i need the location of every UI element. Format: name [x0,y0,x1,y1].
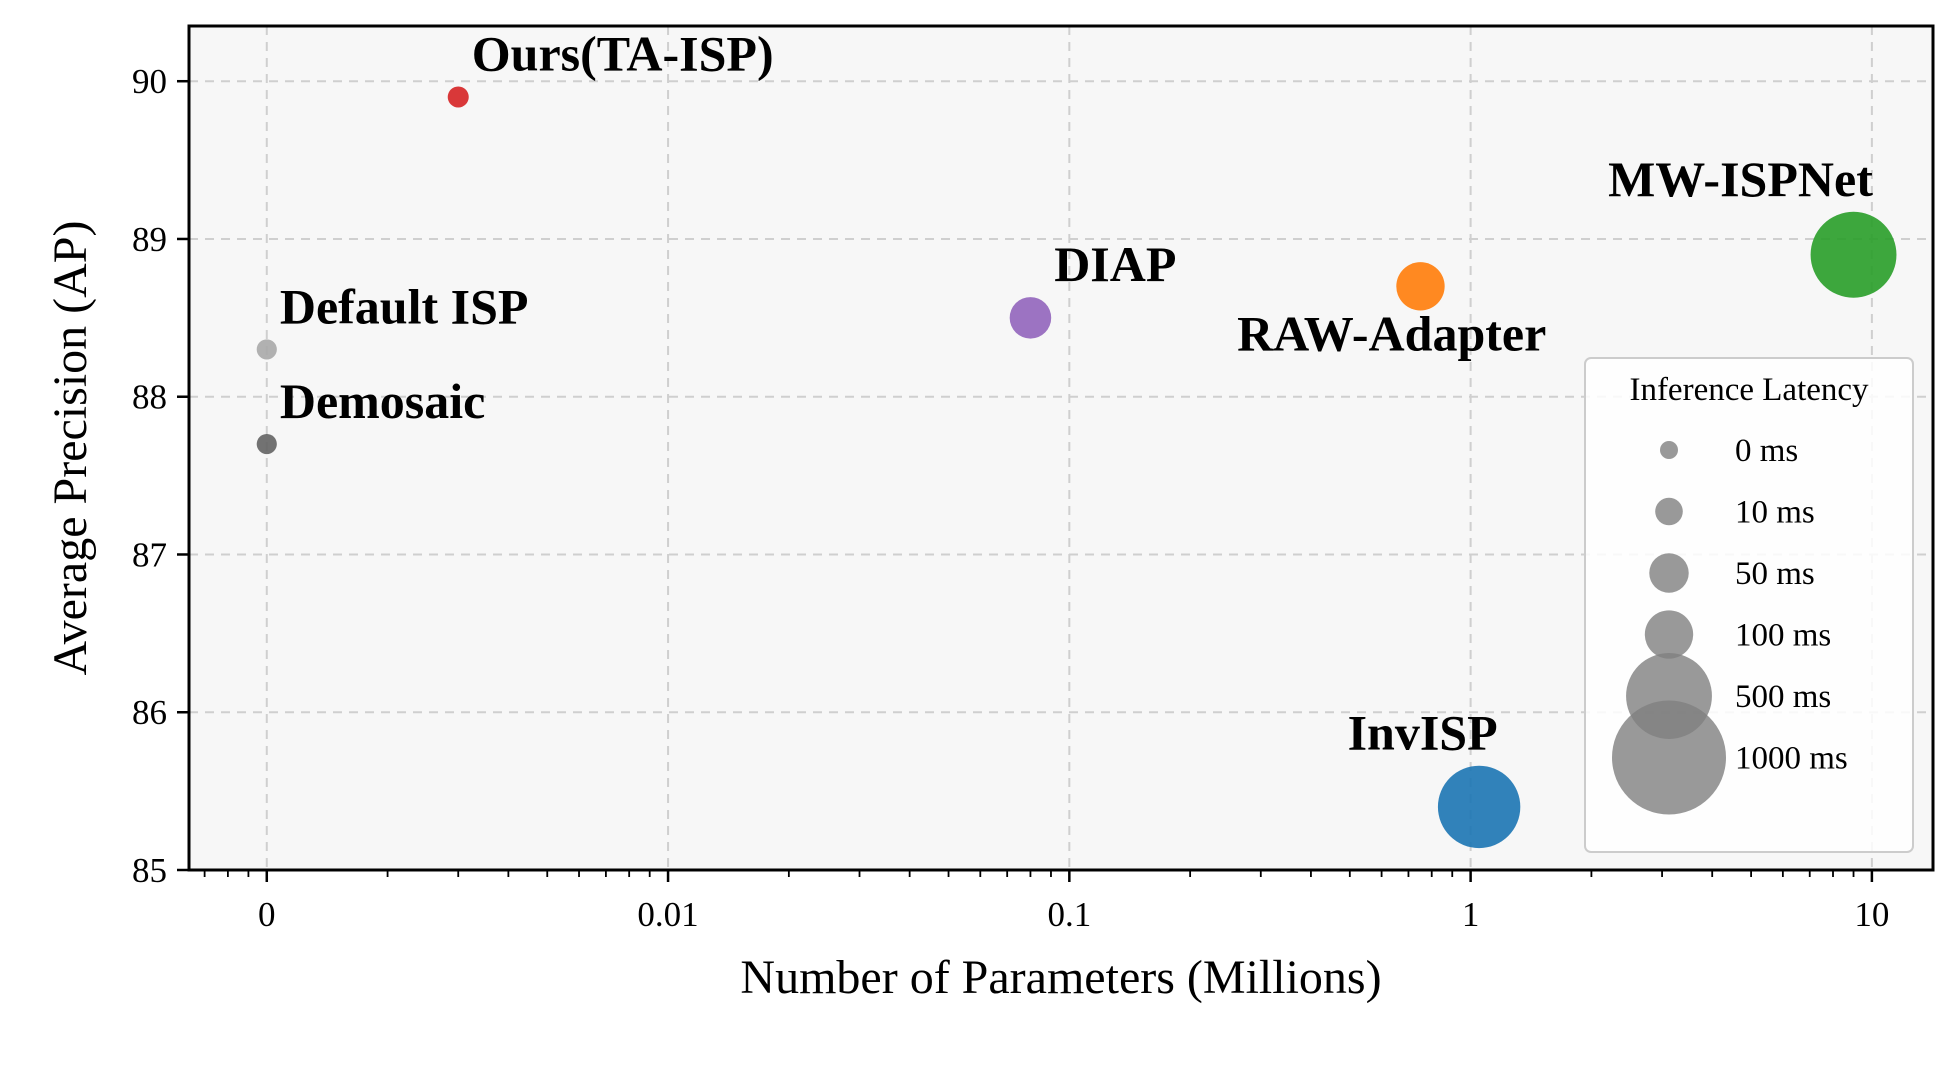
label-default-isp: Default ISP [280,278,529,334]
x-tick-label: 1 [1462,895,1480,934]
y-tick-label: 90 [132,62,167,101]
legend: Inference Latency 0 ms 10 ms 50 ms 100 ms 50… [1584,357,1914,853]
point-mw-ispnet [1810,211,1897,298]
legend-label: 100 ms [1735,618,1831,654]
legend-title: Inference Latency [1629,372,1869,408]
y-tick-label: 88 [132,378,167,417]
label-demosaic: Demosaic [280,373,486,429]
legend-label: 500 ms [1735,679,1831,715]
legend-entries: 0 ms 10 ms 50 ms 100 ms 500 ms 1000 ms [1612,433,1848,815]
legend-marker [1655,497,1683,526]
x-axis-label: Number of Parameters (Millions) [740,951,1381,1004]
legend-marker [1660,441,1678,459]
x-tick-label: 10 [1854,895,1889,934]
legend-label: 10 ms [1735,495,1815,531]
legend-marker [1612,700,1726,815]
point-default-isp [256,339,277,360]
y-axis-ticks: 85 86 87 88 89 90 [132,62,189,890]
label-mw-ispnet: MW-ISPNet [1608,151,1873,207]
x-tick-label: 0.1 [1047,895,1091,934]
label-raw-adapter: RAW-Adapter [1237,305,1546,361]
y-tick-label: 89 [132,220,167,259]
point-diap [1009,297,1052,339]
y-tick-label: 87 [132,535,167,574]
x-tick-label: 0.01 [637,895,698,934]
legend-marker [1644,610,1694,659]
point-invisp [1437,765,1521,849]
data-points [256,86,1897,849]
point-demosaic [256,433,277,455]
point-raw-adapter [1396,262,1445,311]
y-axis-label: Average Precision (AP) [44,221,97,676]
point-labels: Ours(TA-ISP) Default ISP Demosaic DIAP RAW-A… [280,25,1873,760]
legend-label: 0 ms [1735,433,1798,469]
label-ours-ta-isp: Ours(TA-ISP) [472,25,774,81]
label-diap: DIAP [1054,236,1176,292]
y-tick-label: 86 [132,693,167,732]
label-invisp: InvISP [1348,705,1498,761]
legend-marker [1649,553,1689,593]
x-axis-ticks: 0 0.01 0.1 1 10 [203,870,1889,934]
plot-frame [187,24,1935,872]
legend-label: 50 ms [1735,556,1815,592]
x-tick-label: 0 [258,895,276,934]
y-tick-label: 85 [132,851,167,890]
point-ours-ta-isp [447,86,469,108]
legend-label: 1000 ms [1735,741,1848,777]
